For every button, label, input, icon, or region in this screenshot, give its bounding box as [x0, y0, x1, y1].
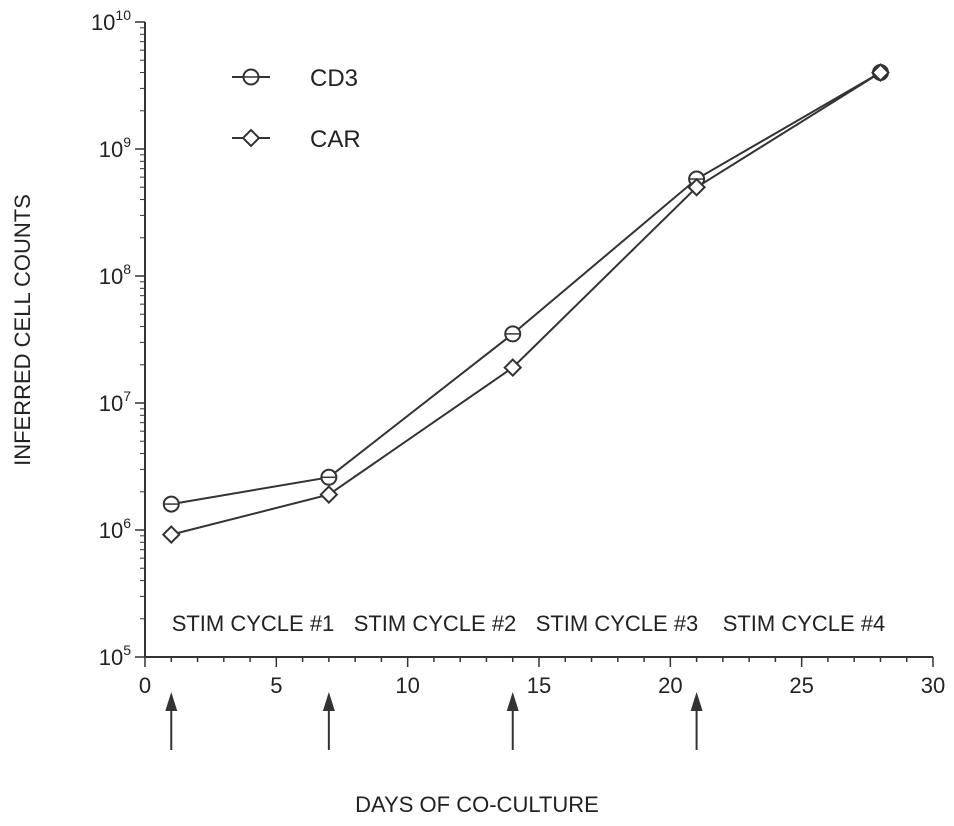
x-tick-label: 5: [270, 673, 282, 698]
y-tick-label: 106: [99, 515, 131, 543]
stim-cycle-label: STIM CYCLE #1: [172, 611, 335, 636]
x-tick-label: 15: [527, 673, 551, 698]
y-tick-label: 107: [99, 388, 131, 416]
y-tick-label: 1010: [91, 7, 131, 35]
x-tick-label: 25: [789, 673, 813, 698]
stim-arrow-head: [165, 692, 177, 711]
data-point-car: [163, 527, 179, 543]
x-tick-label: 20: [658, 673, 682, 698]
data-point-car: [321, 487, 337, 503]
stim-cycle-label: STIM CYCLE #3: [536, 611, 699, 636]
stim-cycle-label: STIM CYCLE #2: [354, 611, 517, 636]
series-line-car: [171, 73, 880, 535]
legend-label-car: CAR: [310, 126, 361, 153]
x-axis-title: DAYS OF CO-CULTURE: [355, 792, 599, 817]
y-tick-label: 108: [99, 261, 131, 289]
stim-cycle-label: STIM CYCLE #4: [723, 611, 886, 636]
x-tick-label: 10: [395, 673, 419, 698]
series-line-cd3: [171, 73, 880, 505]
y-tick-label: 105: [99, 642, 131, 670]
x-tick-label: 0: [139, 673, 151, 698]
stim-arrow-head: [323, 692, 335, 711]
legend-label-cd3: CD3: [310, 65, 358, 92]
y-axis-title: INFERRED CELL COUNTS: [10, 194, 35, 466]
legend-marker-car: [243, 130, 259, 146]
stim-arrow-head: [691, 692, 703, 711]
x-tick-label: 30: [921, 673, 945, 698]
stim-arrow-head: [507, 692, 519, 711]
y-tick-label: 109: [99, 134, 131, 162]
